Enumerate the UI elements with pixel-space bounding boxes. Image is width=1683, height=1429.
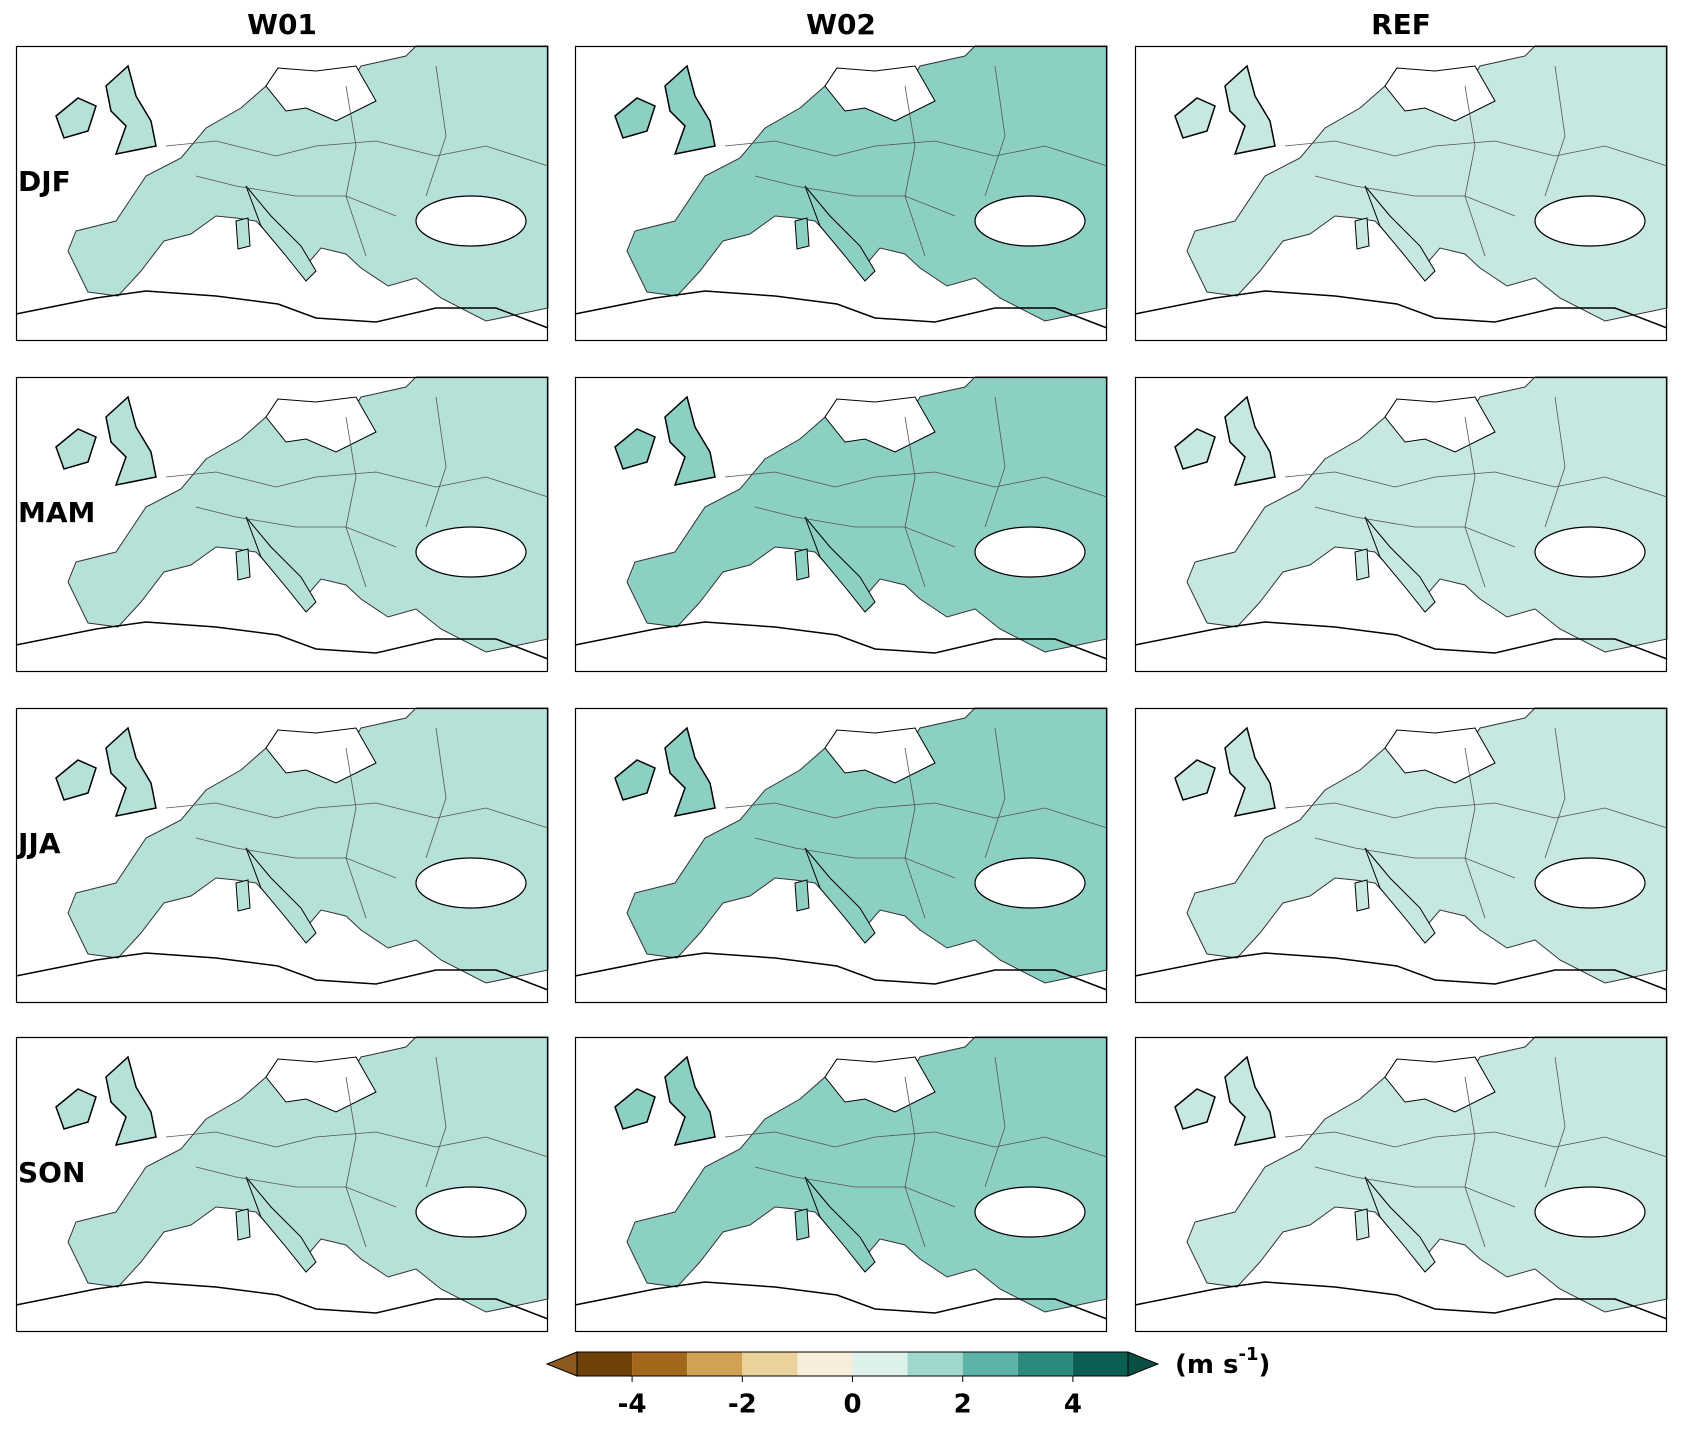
colorbar-extend-low	[545, 1351, 578, 1377]
map-panel	[574, 45, 1108, 342]
map-panel	[1134, 45, 1668, 342]
colorbar-bin	[632, 1352, 688, 1376]
row-label: SON	[18, 1156, 85, 1189]
map-panel	[574, 376, 1108, 673]
colorbar-bin	[1072, 1352, 1128, 1376]
map-panel	[1134, 376, 1668, 673]
colorbar-bin	[852, 1352, 908, 1376]
row-label: MAM	[18, 496, 95, 529]
colorbar-tick-label: -4	[618, 1390, 647, 1420]
colorbar-bin	[577, 1352, 633, 1376]
colorbar-tick-label: 0	[843, 1390, 861, 1420]
map-panel	[15, 707, 549, 1004]
unit-close: )	[1259, 1350, 1271, 1380]
map-panel	[15, 45, 549, 342]
map-panel	[574, 1036, 1108, 1333]
map-panel	[574, 707, 1108, 1004]
map-panel	[15, 376, 549, 673]
colorbar-tick-label: 4	[1064, 1390, 1082, 1420]
colorbar-bin	[742, 1352, 798, 1376]
colorbar-bin	[1017, 1352, 1073, 1376]
colorbar-bin	[687, 1352, 743, 1376]
colorbar-extend-high	[1127, 1351, 1160, 1377]
column-title: W01	[247, 8, 317, 41]
map-panel	[15, 1036, 549, 1333]
unit-sup: -1	[1239, 1344, 1259, 1365]
colorbar-unit: (m s-1)	[1175, 1344, 1270, 1380]
colorbar-bin	[907, 1352, 963, 1376]
column-title: REF	[1371, 8, 1431, 41]
unit-base: (m s	[1175, 1350, 1239, 1380]
colorbar-tick-label: 2	[954, 1390, 972, 1420]
row-label: DJF	[18, 165, 71, 198]
map-panel	[1134, 707, 1668, 1004]
column-title: W02	[806, 8, 876, 41]
colorbar-bin	[962, 1352, 1018, 1376]
colorbar-tick-label: -2	[728, 1390, 757, 1420]
colorbar-bin	[797, 1352, 853, 1376]
row-label: JJA	[16, 827, 61, 860]
map-panel	[1134, 1036, 1668, 1333]
